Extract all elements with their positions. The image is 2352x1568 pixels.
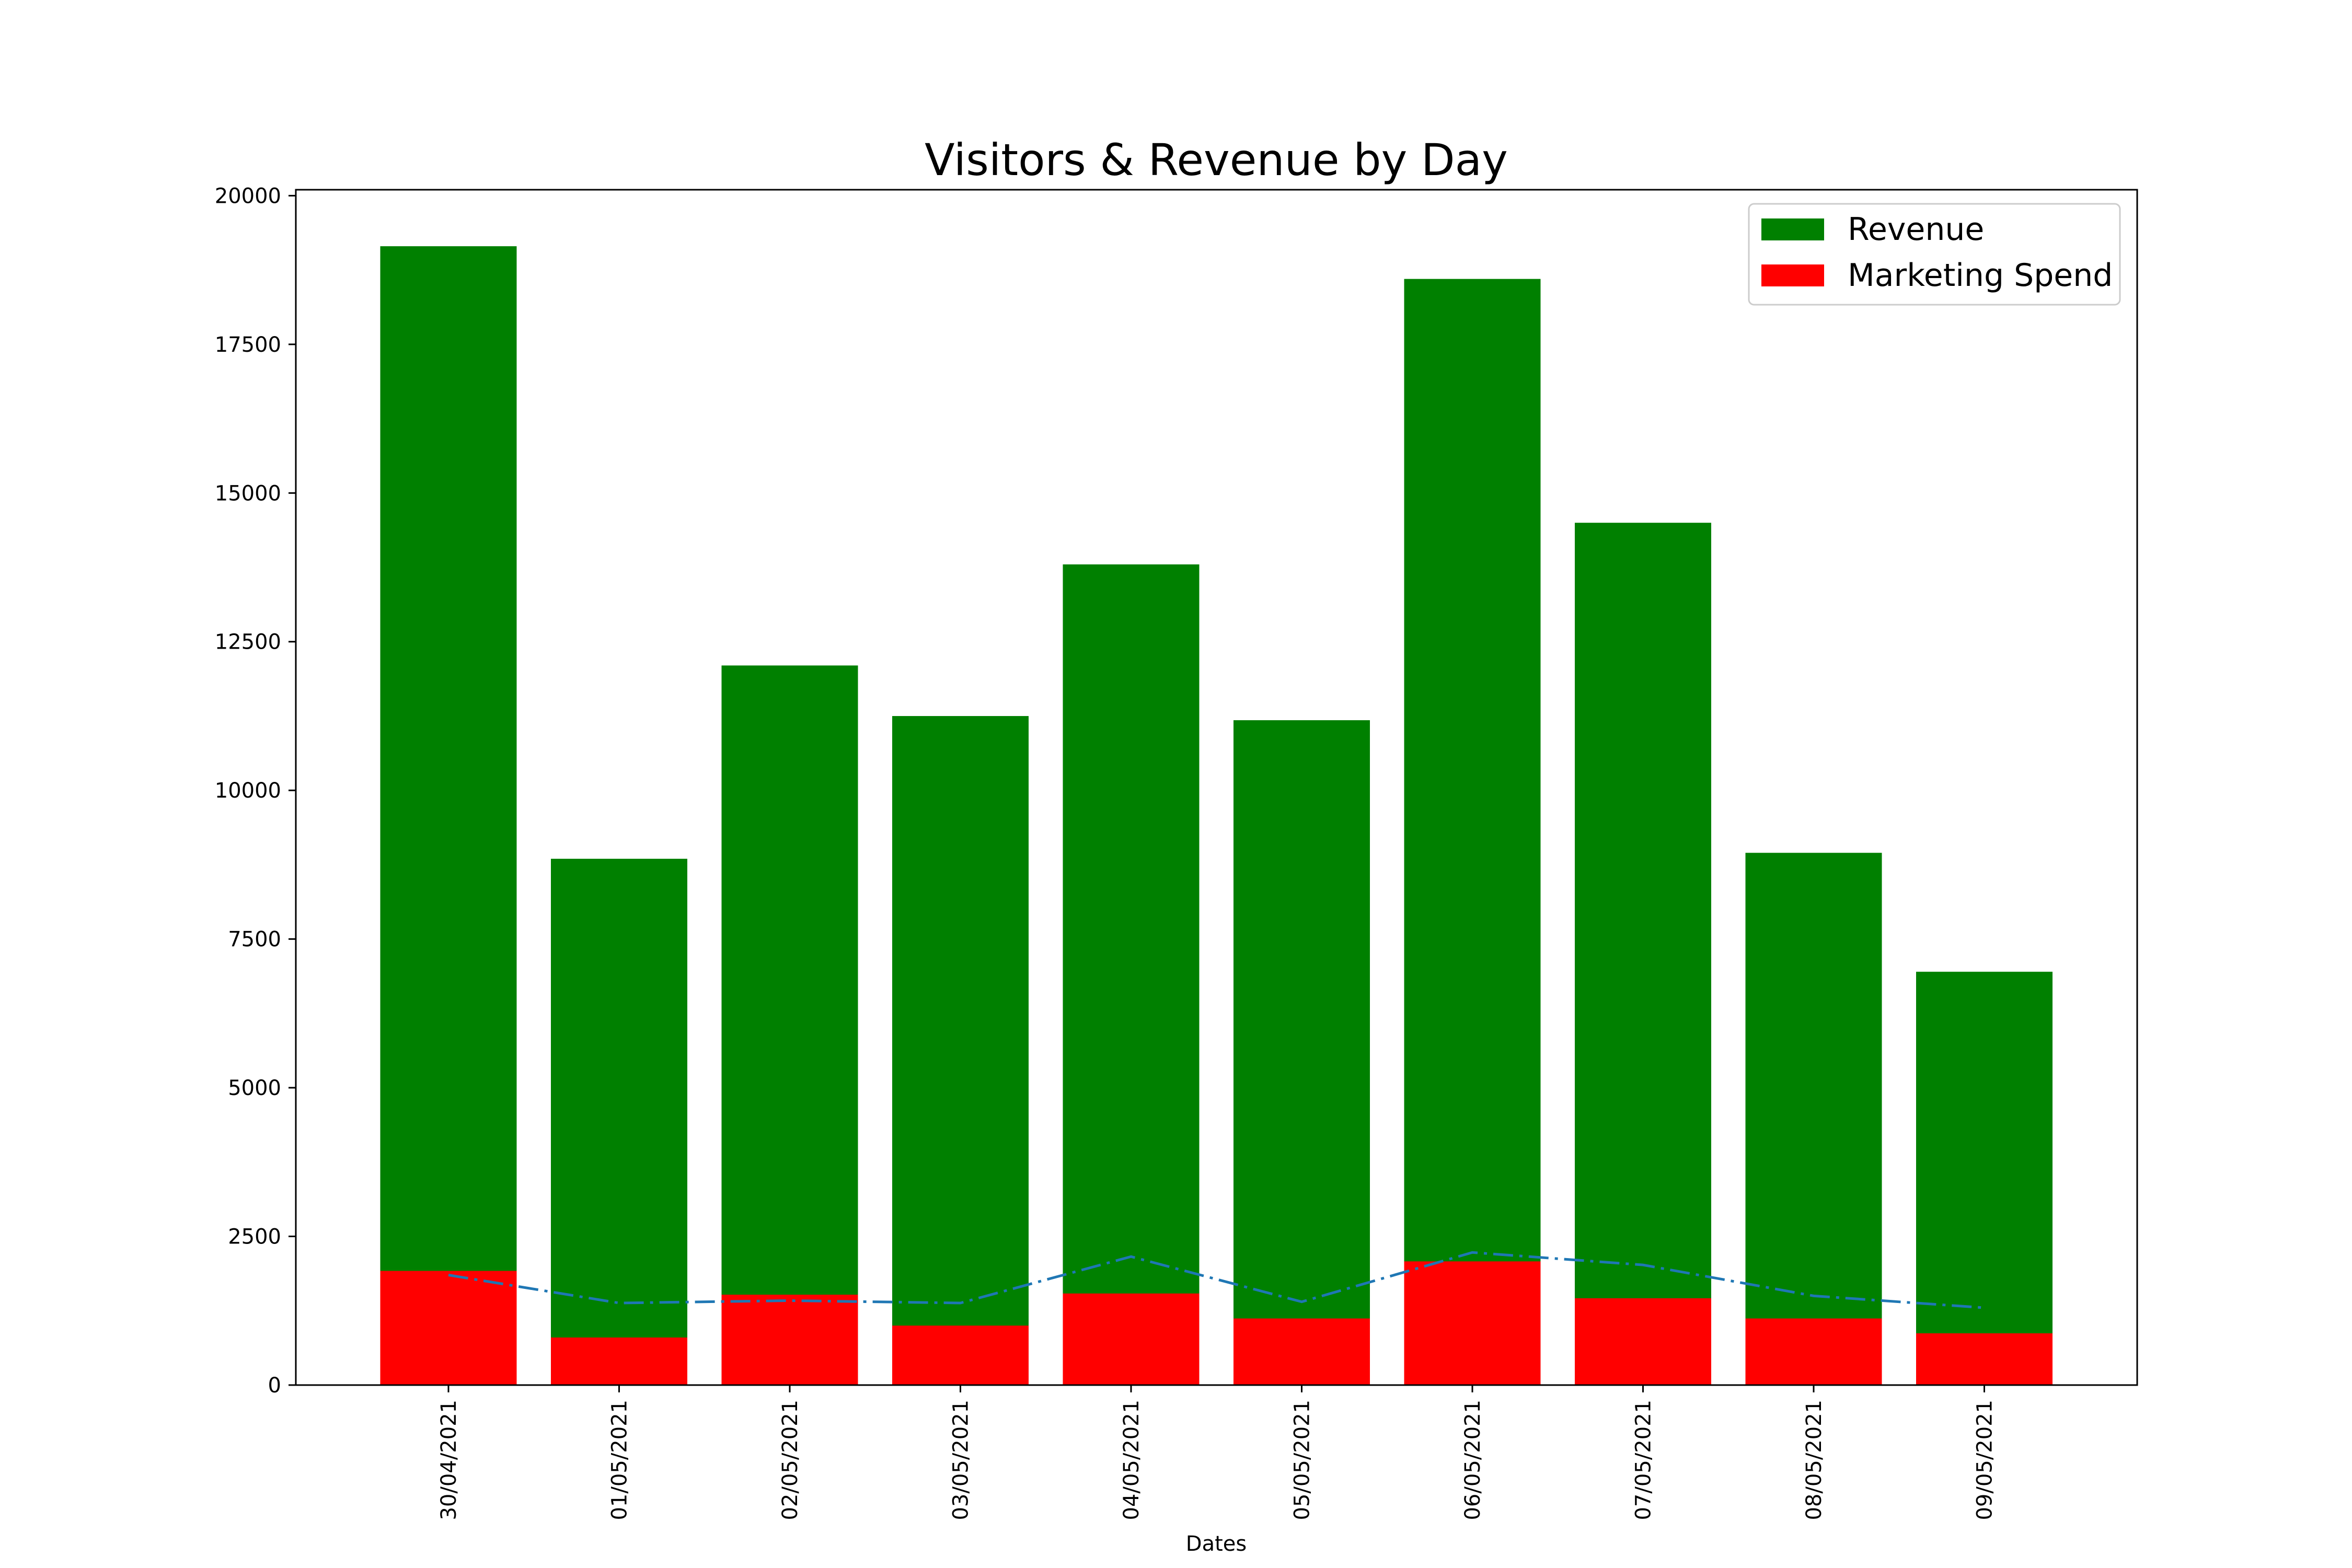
legend: Revenue Marketing Spend xyxy=(1748,203,2121,306)
y-tick-label-10000: 10000 xyxy=(215,779,281,803)
x-tick-label-5: 05/05/2021 xyxy=(1290,1400,1315,1520)
y-tick-label-12500: 12500 xyxy=(215,630,281,654)
bars-group xyxy=(380,246,2053,1386)
x-axis-label: Dates xyxy=(1186,1532,1247,1556)
x-tick-label-8: 08/05/2021 xyxy=(1802,1400,1826,1520)
y-axis: 0 2500 5000 7500 10000 12500 15000 17500 20000 xyxy=(215,184,296,1398)
bar-marketing-spend-0 xyxy=(380,1271,517,1385)
bar-marketing-spend-3 xyxy=(892,1325,1029,1385)
y-tick-label-15000: 15000 xyxy=(215,481,281,505)
legend-swatch-marketing-spend xyxy=(1761,264,1824,286)
legend-frame xyxy=(1748,203,2121,306)
legend-label-marketing-spend: Marketing Spend xyxy=(1848,257,2113,294)
x-tick-label-4: 04/05/2021 xyxy=(1120,1400,1144,1520)
bar-revenue-6 xyxy=(1404,279,1541,1385)
plot-frame xyxy=(295,189,2138,1386)
chart-title: Visitors & Revenue by Day xyxy=(925,134,1508,186)
bar-marketing-spend-5 xyxy=(1233,1318,1370,1385)
x-tick-label-3: 03/05/2021 xyxy=(949,1400,973,1520)
x-tick-label-1: 01/05/2021 xyxy=(608,1400,632,1520)
y-tick-label-20000: 20000 xyxy=(215,184,281,208)
bar-revenue-4 xyxy=(1063,564,1200,1385)
x-tick-label-2: 02/05/2021 xyxy=(778,1400,802,1520)
bar-marketing-spend-9 xyxy=(1916,1333,2053,1385)
y-tick-label-7500: 7500 xyxy=(228,928,281,952)
bar-revenue-0 xyxy=(380,246,517,1385)
bar-marketing-spend-8 xyxy=(1745,1318,1882,1385)
bar-revenue-2 xyxy=(721,665,858,1385)
x-tick-label-9: 09/05/2021 xyxy=(1973,1400,1997,1520)
y-tick-label-17500: 17500 xyxy=(215,333,281,357)
x-tick-label-7: 07/05/2021 xyxy=(1632,1400,1656,1520)
x-tick-label-0: 30/04/2021 xyxy=(437,1400,461,1520)
bar-marketing-spend-7 xyxy=(1575,1298,1711,1385)
x-tick-label-6: 06/05/2021 xyxy=(1461,1400,1485,1520)
bar-revenue-9 xyxy=(1916,972,2053,1385)
bar-revenue-7 xyxy=(1575,523,1711,1386)
x-axis: 30/04/2021 01/05/2021 02/05/2021 03/05/2021… xyxy=(437,1385,1997,1520)
y-tick-label-5000: 5000 xyxy=(228,1076,281,1100)
line-visitors xyxy=(448,1251,1985,1309)
bar-marketing-spend-1 xyxy=(551,1337,687,1385)
bar-revenue-5 xyxy=(1233,720,1370,1385)
line-group xyxy=(448,1251,1985,1309)
legend-label-revenue: Revenue xyxy=(1848,211,1984,248)
y-tick-label-0: 0 xyxy=(268,1374,281,1398)
bar-revenue-1 xyxy=(551,859,687,1385)
legend-swatch-revenue xyxy=(1761,218,1824,240)
bar-marketing-spend-4 xyxy=(1063,1293,1200,1385)
bar-marketing-spend-6 xyxy=(1404,1261,1541,1385)
bar-revenue-3 xyxy=(892,716,1029,1385)
y-tick-label-2500: 2500 xyxy=(228,1225,281,1249)
bar-marketing-spend-2 xyxy=(721,1295,858,1385)
bar-revenue-8 xyxy=(1745,852,1882,1385)
